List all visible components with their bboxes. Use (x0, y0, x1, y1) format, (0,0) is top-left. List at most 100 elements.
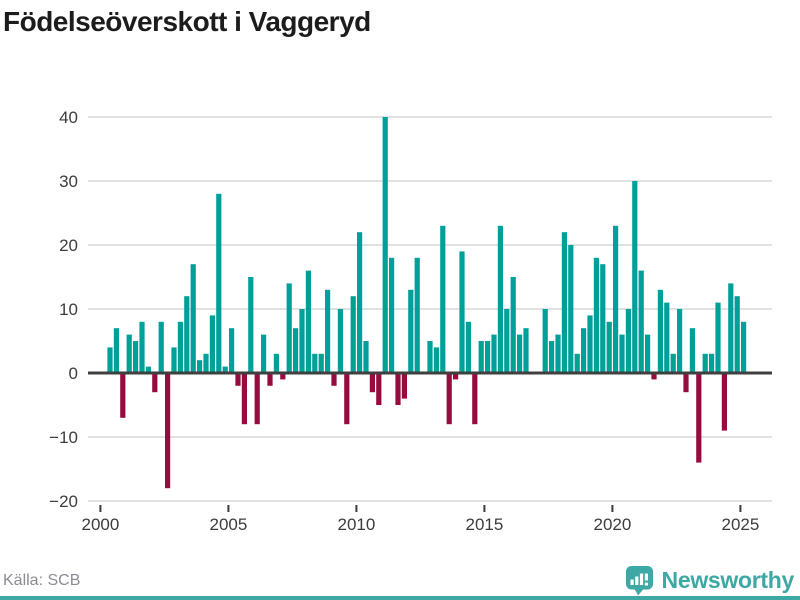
bar (523, 328, 529, 373)
bar (427, 341, 433, 373)
bar (651, 373, 657, 380)
bar (715, 302, 721, 373)
bar (120, 373, 126, 418)
chart-title: Födelseöverskott i Vaggeryd (3, 6, 371, 37)
bar (414, 257, 420, 373)
bar (632, 181, 638, 373)
x-tick-label: 2000 (81, 515, 119, 534)
bar (670, 353, 676, 373)
source-label: Källa: SCB (3, 572, 81, 589)
bar (568, 245, 574, 373)
bar (619, 334, 625, 373)
bar (465, 321, 471, 373)
bar (241, 373, 247, 425)
newsworthy-icon (625, 565, 653, 595)
bar (126, 334, 132, 373)
y-tick-label: 30 (59, 172, 78, 191)
bar (331, 373, 337, 386)
bar (382, 117, 388, 373)
bar (459, 251, 465, 373)
bar (337, 309, 343, 373)
bar (184, 296, 190, 373)
bar (401, 373, 407, 399)
bar (574, 353, 580, 373)
bar (504, 309, 510, 373)
bar (197, 360, 203, 373)
y-tick-label: 40 (59, 108, 78, 127)
bar (638, 270, 644, 373)
newsworthy-wordmark: Newsworthy (661, 566, 795, 593)
bar (613, 225, 619, 373)
y-tick-label: 10 (59, 300, 78, 319)
bar (517, 334, 523, 373)
bar (280, 373, 286, 380)
bar (453, 373, 459, 380)
bar (248, 277, 254, 373)
bar (657, 289, 663, 373)
bar (203, 353, 209, 373)
bar (350, 296, 356, 373)
bar (408, 289, 414, 373)
bar (369, 373, 375, 393)
bar (190, 264, 196, 373)
bar (286, 283, 292, 373)
bar (363, 341, 369, 373)
bar (318, 353, 324, 373)
bar (446, 373, 452, 425)
bar (625, 309, 631, 373)
bar (357, 232, 363, 373)
bar (216, 193, 222, 373)
bar (561, 232, 567, 373)
bar (600, 264, 606, 373)
x-tick-label: 2025 (721, 515, 759, 534)
bar (555, 334, 561, 373)
bar (325, 289, 331, 373)
y-tick-label: −10 (49, 428, 78, 447)
bar (133, 341, 139, 373)
bar (312, 353, 318, 373)
bar (113, 328, 119, 373)
y-tick-label: 20 (59, 236, 78, 255)
bar (696, 373, 702, 463)
bar (254, 373, 260, 425)
bar (677, 309, 683, 373)
bar (145, 366, 151, 373)
bar (273, 353, 279, 373)
bar (587, 315, 593, 373)
bar (165, 373, 171, 489)
bar (395, 373, 401, 405)
bar (702, 353, 708, 373)
bar (305, 270, 311, 373)
bar (709, 353, 715, 373)
newsworthy-logo: Newsworthy (625, 565, 794, 595)
bar (728, 283, 734, 373)
bar (581, 328, 587, 373)
bar (209, 315, 215, 373)
x-tick-label: 2005 (209, 515, 247, 534)
y-tick-label: −20 (49, 492, 78, 511)
bar (389, 257, 395, 373)
bar (542, 309, 548, 373)
bar (171, 347, 177, 373)
x-tick-label: 2020 (593, 515, 631, 534)
bar (485, 341, 491, 373)
bar (472, 373, 478, 425)
bar (293, 328, 299, 373)
bar (645, 334, 651, 373)
bar (261, 334, 267, 373)
bar (491, 334, 497, 373)
bar (344, 373, 350, 425)
y-tick-label: 0 (69, 364, 78, 383)
bar (549, 341, 555, 373)
bar (478, 341, 484, 373)
bar (683, 373, 689, 393)
bar (177, 321, 183, 373)
brand-bottom-strip (0, 596, 800, 600)
bar (606, 321, 612, 373)
bar (299, 309, 305, 373)
bar (721, 373, 727, 431)
bar (510, 277, 516, 373)
bar (376, 373, 382, 405)
x-tick-label: 2010 (337, 515, 375, 534)
